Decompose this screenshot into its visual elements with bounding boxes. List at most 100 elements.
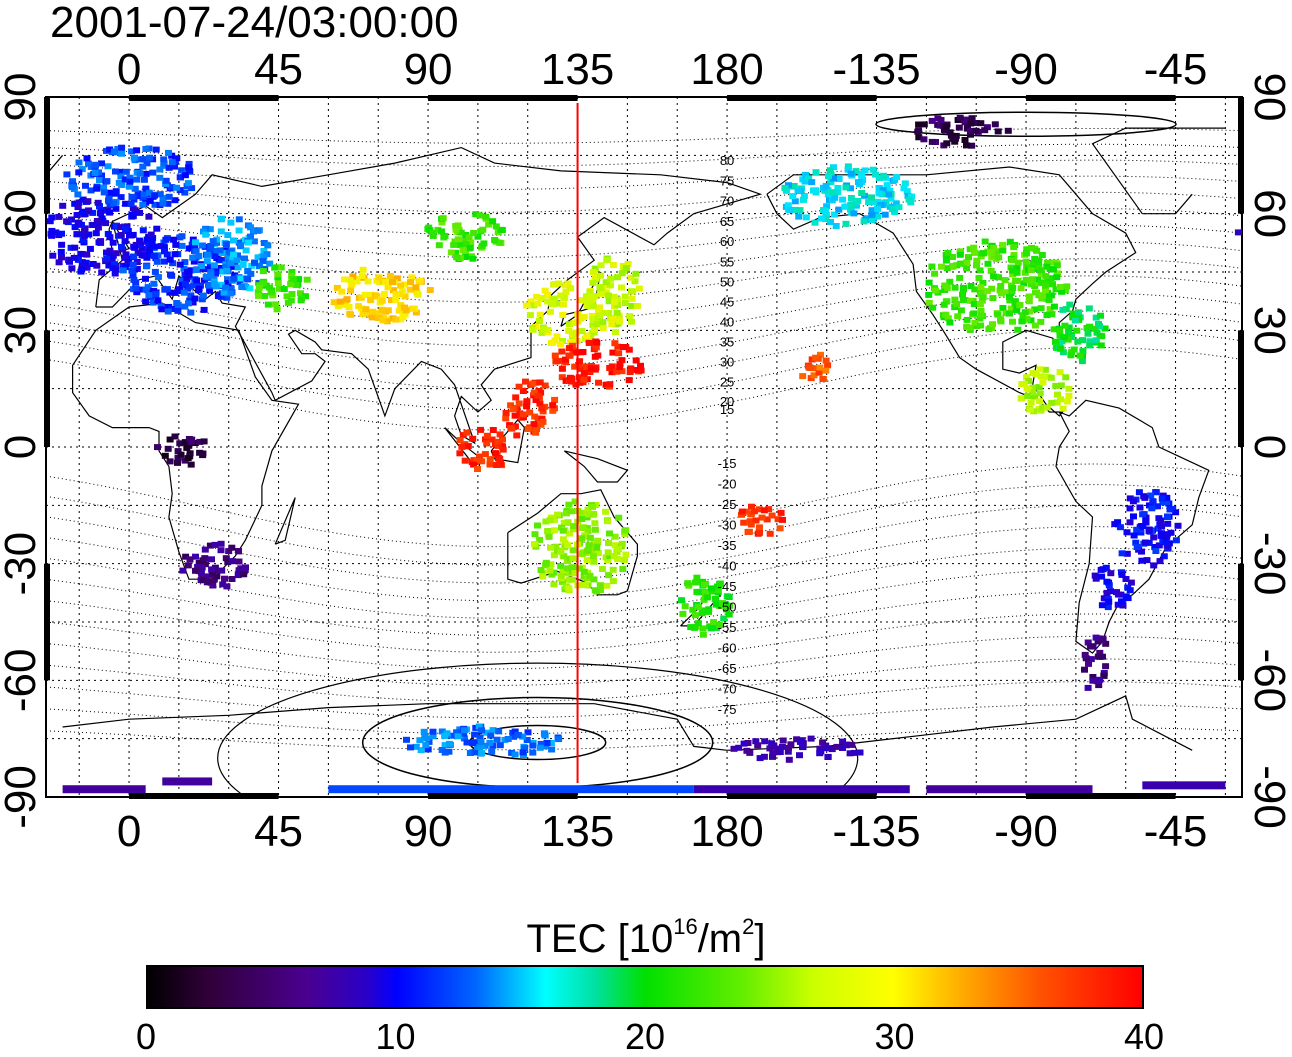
tec-point xyxy=(98,269,106,276)
tec-point xyxy=(347,311,355,318)
tec-point xyxy=(1025,377,1033,384)
tec-point xyxy=(118,150,125,157)
tec-point xyxy=(186,167,193,174)
tec-point xyxy=(83,251,91,258)
tec-point xyxy=(874,205,882,212)
tec-point xyxy=(375,315,382,321)
tec-point xyxy=(594,550,602,557)
tec-point xyxy=(1060,334,1068,341)
tec-point xyxy=(173,155,181,162)
tec-point xyxy=(875,190,883,197)
tec-point xyxy=(1009,285,1017,291)
tec-point xyxy=(417,747,425,754)
tec-point xyxy=(485,221,493,228)
tec-point xyxy=(1074,309,1082,316)
lat-label-right: 30 xyxy=(1245,306,1292,355)
tec-point xyxy=(1156,558,1164,565)
tec-point xyxy=(69,184,76,191)
tec-point xyxy=(544,326,552,333)
tec-point xyxy=(711,595,719,602)
tec-point xyxy=(611,542,619,549)
contour-label: -20 xyxy=(718,477,737,492)
tec-point xyxy=(288,273,296,280)
tec-point xyxy=(341,276,349,283)
tec-point xyxy=(564,519,572,526)
tec-point xyxy=(533,426,540,432)
tec-point xyxy=(597,287,605,294)
tec-point xyxy=(166,289,174,296)
tec-point xyxy=(1048,399,1056,406)
tec-point xyxy=(190,258,198,265)
axis-frame xyxy=(44,95,1244,799)
tec-point xyxy=(159,195,167,202)
tec-point xyxy=(148,237,156,244)
tec-point xyxy=(970,301,978,308)
tec-point xyxy=(1089,677,1097,684)
tec-point xyxy=(794,187,802,194)
tec-point xyxy=(97,238,104,245)
tec-point xyxy=(259,258,267,264)
tec-point xyxy=(756,524,763,531)
tec-point xyxy=(493,462,500,468)
frame-tick-top xyxy=(129,95,279,101)
tec-point xyxy=(1164,514,1171,520)
tec-point xyxy=(171,289,179,296)
tec-data-points xyxy=(46,114,1242,794)
tec-point xyxy=(959,297,967,303)
tec-point xyxy=(816,748,824,755)
tec-point xyxy=(1123,550,1131,557)
tec-point xyxy=(112,205,120,212)
tec-point xyxy=(192,239,199,246)
tec-point xyxy=(188,185,196,192)
tec-point xyxy=(1054,270,1061,277)
tec-point xyxy=(1142,519,1150,526)
tec-point xyxy=(740,519,748,526)
tec-point xyxy=(524,426,532,432)
tec-point xyxy=(1054,391,1061,398)
tec-point xyxy=(605,572,613,579)
tec-point xyxy=(461,727,468,734)
tec-point xyxy=(138,245,146,252)
tec-point xyxy=(1065,385,1073,392)
tec-point xyxy=(207,243,215,249)
tec-point xyxy=(289,276,297,283)
tec-point xyxy=(1056,369,1064,376)
tec-point xyxy=(122,200,130,207)
tec-point xyxy=(569,547,577,554)
tec-point xyxy=(481,742,489,749)
tec-point xyxy=(240,571,248,578)
tec-point xyxy=(166,256,174,263)
tec-point xyxy=(1006,310,1013,317)
tec-point xyxy=(1035,384,1043,391)
tec-point xyxy=(602,279,610,286)
tec-point xyxy=(586,288,594,295)
tec-point xyxy=(225,548,233,555)
tec-point xyxy=(1150,562,1158,569)
tec-point xyxy=(160,258,168,265)
tec-point xyxy=(967,283,975,289)
tec-point xyxy=(949,262,957,269)
tec-point xyxy=(241,255,248,262)
tec-point xyxy=(185,160,193,167)
lat-label-right: -60 xyxy=(1245,649,1292,713)
tec-point xyxy=(1021,309,1029,316)
contour-line xyxy=(46,635,1242,686)
tec-point xyxy=(1013,307,1021,314)
tec-point xyxy=(835,176,843,182)
tec-point xyxy=(1038,252,1046,258)
tec-point xyxy=(557,341,565,348)
tec-point xyxy=(855,179,862,186)
tec-point xyxy=(1099,653,1106,660)
colorbar-label-exponent2: 2 xyxy=(742,914,755,939)
tec-point xyxy=(181,271,189,278)
tec-point xyxy=(824,754,832,760)
tec-point xyxy=(393,275,401,282)
tec-point xyxy=(684,580,692,587)
tec-point xyxy=(412,284,420,291)
tec-point xyxy=(412,743,420,750)
tec-point xyxy=(865,199,873,206)
tec-point xyxy=(819,375,827,382)
tec-point xyxy=(176,440,184,447)
tec-point xyxy=(201,555,209,562)
tec-point xyxy=(235,548,242,555)
